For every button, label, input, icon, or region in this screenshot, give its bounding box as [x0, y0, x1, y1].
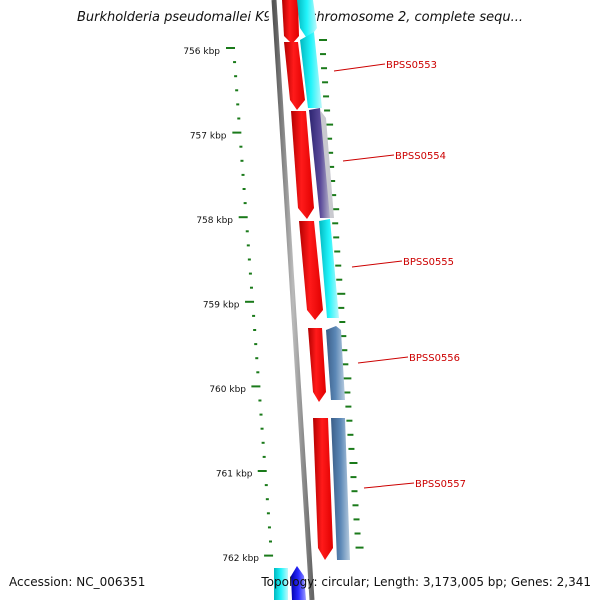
forward-gene-arrow[interactable]	[284, 42, 305, 110]
gene-leader-line	[333, 63, 386, 72]
ruler-label: 758 kbp	[196, 216, 233, 226]
gene-leader-line	[351, 260, 403, 268]
ruler-label: 759 kbp	[203, 301, 240, 311]
gene-leader-line	[357, 356, 409, 364]
cds-arrow[interactable]	[326, 326, 345, 400]
cds-arrow[interactable]	[291, 566, 306, 600]
ruler-label: 757 kbp	[190, 132, 227, 142]
forward-gene-arrow[interactable]	[282, 0, 299, 44]
cds-features	[274, 0, 350, 600]
accession-text: Accession: NC_006351	[9, 575, 146, 589]
ruler-label: 756 kbp	[183, 47, 220, 57]
backbone-arc	[271, 0, 315, 600]
sequence-summary: Topology: circular; Length: 3,173,005 bp…	[261, 575, 591, 589]
gene-label[interactable]: BPSS0555	[403, 257, 454, 268]
gene-label[interactable]: BPSS0556	[409, 353, 460, 364]
gene-label[interactable]: BPSS0557	[415, 479, 466, 490]
cds-arrow[interactable]	[319, 219, 339, 318]
ruler-label: 761 kbp	[216, 470, 253, 480]
cds-arrow[interactable]	[331, 418, 350, 560]
cds-arrow[interactable]	[300, 32, 322, 108]
ruler-labels: 756 kbp 757 kbp 758 kbp 759 kbp 760 kbp 761 k…	[183, 47, 259, 564]
ruler-label: 760 kbp	[209, 385, 246, 395]
gene-leader-line	[342, 154, 395, 162]
forward-gene-arrow[interactable]	[299, 221, 323, 320]
forward-features	[282, 0, 333, 560]
forward-gene-arrow[interactable]	[313, 418, 333, 560]
cds-arrow[interactable]	[297, 0, 317, 40]
gene-label-leaders	[333, 63, 415, 489]
forward-gene-arrow[interactable]	[291, 111, 314, 219]
gene-leader-line	[363, 482, 415, 489]
cds-arrow[interactable]	[274, 568, 288, 600]
gene-label[interactable]: BPSS0554	[395, 151, 446, 162]
forward-gene-arrow[interactable]	[308, 328, 326, 402]
gene-labels: BPSS0553 BPSS0554 BPSS0555 BPSS0556 BPSS0557	[386, 60, 466, 490]
cds-arrow[interactable]	[320, 110, 334, 218]
ruler-label: 762 kbp	[222, 554, 259, 564]
cds-arrow[interactable]	[309, 108, 332, 218]
gene-label[interactable]: BPSS0553	[386, 60, 437, 71]
